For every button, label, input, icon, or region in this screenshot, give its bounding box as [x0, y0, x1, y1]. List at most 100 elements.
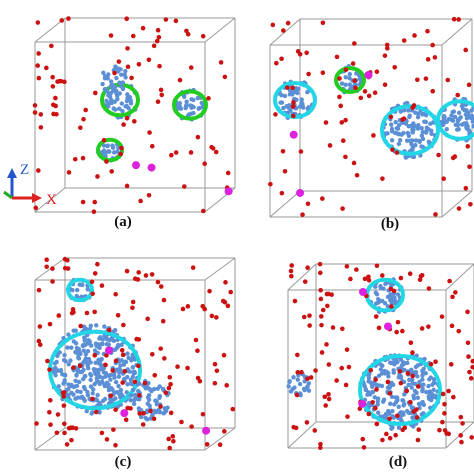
atom — [108, 33, 114, 38]
atom — [132, 276, 138, 282]
atom — [146, 192, 152, 198]
atom — [119, 145, 124, 151]
atom — [441, 176, 446, 182]
atom — [188, 150, 194, 155]
atom — [82, 358, 87, 364]
atom — [362, 383, 367, 389]
atom — [426, 383, 431, 389]
atom — [123, 68, 128, 74]
atom — [74, 373, 79, 378]
atom — [155, 27, 161, 33]
atom — [285, 20, 291, 26]
atom — [101, 70, 106, 75]
atom — [123, 75, 128, 80]
atom — [407, 271, 413, 277]
atom — [85, 287, 90, 292]
atom — [419, 412, 424, 417]
atom — [451, 16, 457, 22]
atom — [52, 366, 58, 372]
atom — [88, 377, 93, 383]
atom — [408, 399, 413, 405]
atom — [124, 268, 130, 274]
atom — [130, 305, 135, 311]
atom — [102, 383, 108, 389]
atom — [136, 388, 141, 394]
atom — [81, 376, 86, 382]
atom — [371, 133, 376, 138]
atom — [64, 442, 70, 447]
atom — [406, 108, 411, 113]
atom — [54, 359, 59, 365]
atom — [299, 97, 304, 102]
atom — [79, 394, 85, 399]
atom — [471, 124, 474, 129]
atom — [389, 426, 394, 431]
atom — [374, 263, 380, 269]
atom — [301, 386, 307, 392]
atom — [75, 287, 80, 293]
atom — [71, 339, 77, 344]
atom — [415, 384, 421, 389]
atom — [202, 161, 207, 167]
atom — [383, 413, 388, 418]
atom — [182, 94, 187, 100]
axis-triad: Z X — [3, 162, 57, 208]
atom — [298, 149, 304, 154]
atom — [428, 121, 433, 126]
atom — [149, 143, 155, 149]
atom — [375, 399, 381, 404]
atom — [113, 380, 119, 385]
cube-edge — [204, 427, 236, 451]
atom — [38, 125, 44, 130]
atom — [169, 152, 174, 158]
defect-ring — [380, 104, 440, 156]
atom — [396, 122, 402, 128]
atom — [368, 367, 374, 373]
atom — [113, 407, 118, 412]
atom — [119, 72, 124, 77]
atom — [469, 435, 474, 440]
atom — [143, 273, 149, 278]
atom — [112, 390, 117, 395]
atom — [66, 425, 72, 431]
atom — [424, 389, 429, 395]
atom — [32, 103, 38, 108]
atom — [398, 275, 404, 281]
atom — [92, 90, 98, 96]
atom — [385, 379, 391, 385]
atom — [414, 390, 419, 395]
atom — [343, 117, 348, 123]
atom — [440, 122, 446, 128]
atom — [469, 108, 474, 113]
atom — [348, 276, 353, 282]
atom — [53, 372, 58, 378]
atom — [378, 367, 384, 372]
atom — [270, 22, 276, 28]
atom — [431, 387, 436, 393]
atom — [340, 138, 346, 144]
atom — [110, 145, 116, 150]
atom — [120, 352, 126, 358]
atom — [188, 65, 194, 70]
atom — [398, 374, 404, 379]
atom — [376, 325, 382, 331]
atom — [383, 281, 388, 287]
atom — [417, 379, 422, 385]
atom — [291, 89, 297, 95]
atom — [444, 119, 449, 124]
atom — [284, 85, 290, 90]
atom — [118, 363, 123, 368]
atom — [118, 387, 124, 393]
atom — [374, 421, 380, 427]
atom — [70, 307, 76, 312]
atom — [51, 102, 56, 108]
atom — [121, 122, 126, 127]
atom — [158, 284, 164, 289]
atom — [437, 427, 442, 433]
atom — [292, 385, 297, 390]
atom — [388, 298, 393, 303]
atom — [60, 390, 66, 396]
atom — [116, 343, 121, 349]
atom — [339, 81, 345, 86]
